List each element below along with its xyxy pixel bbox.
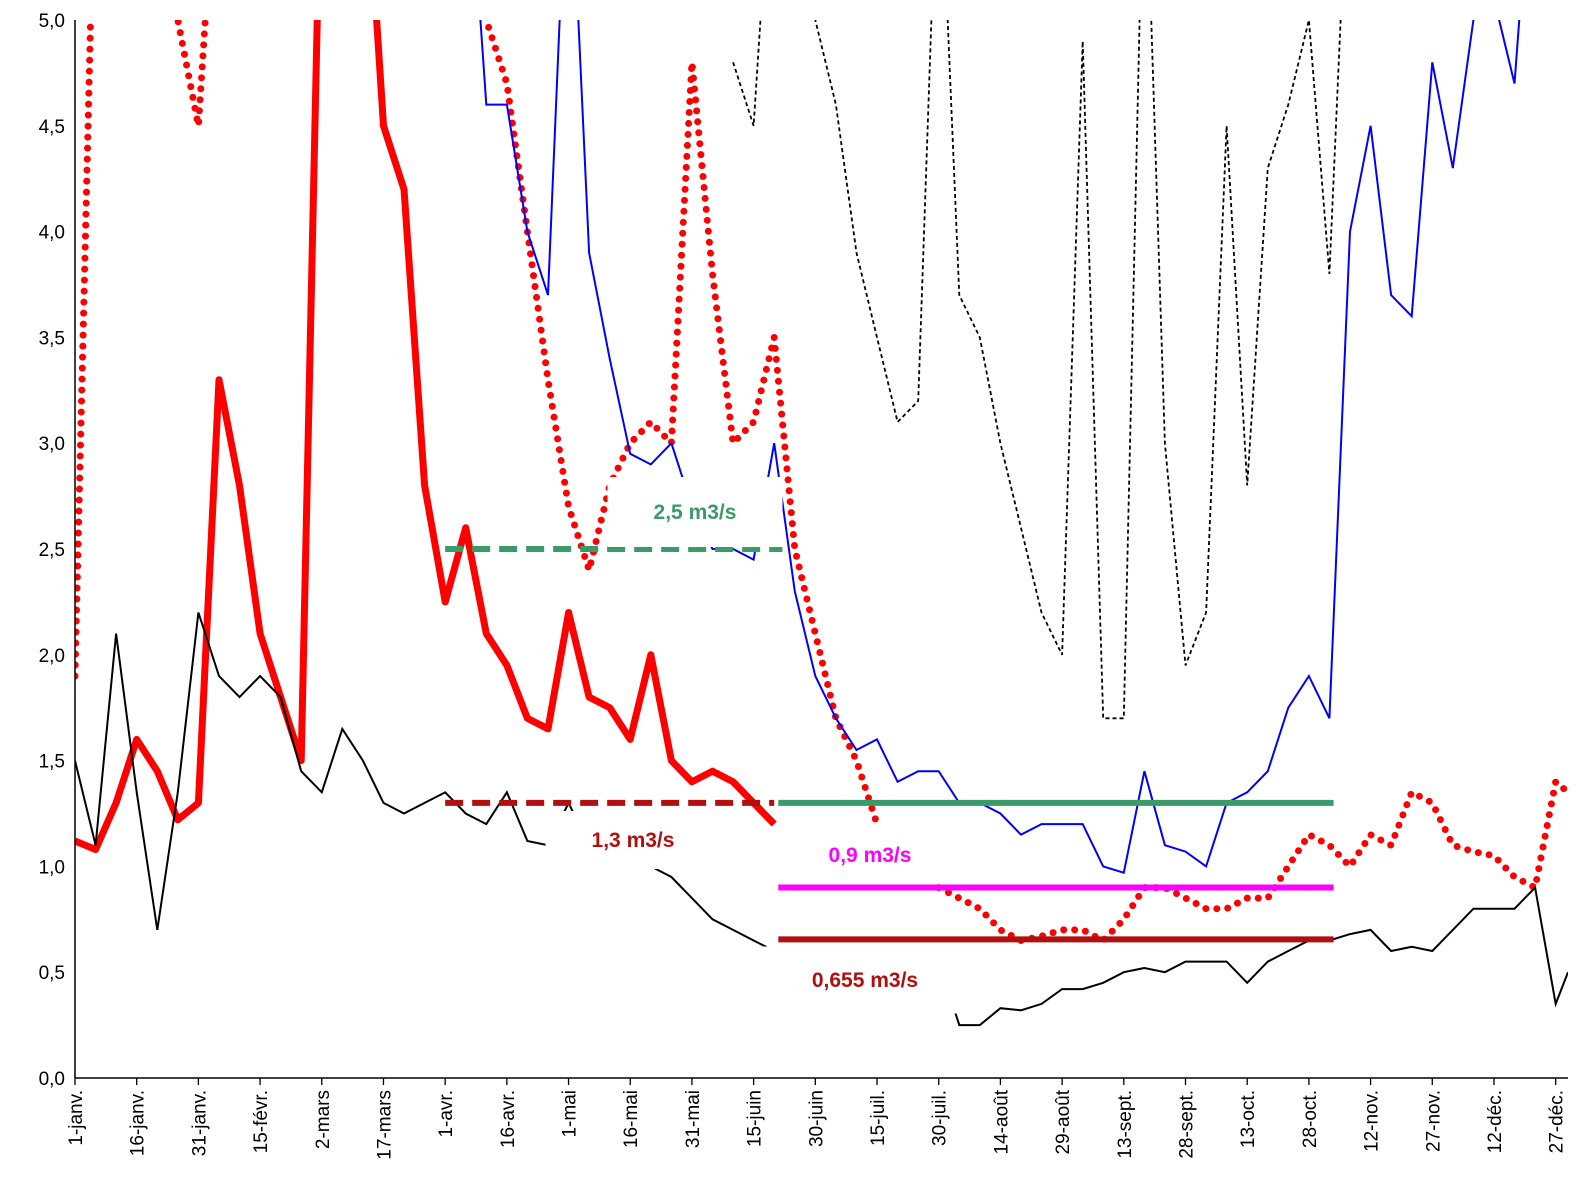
series-line — [75, 20, 1568, 945]
annotations: 2,5 m3/s 1,3 m3/s 0,9 m3/s 0,655 m3/s — [545, 477, 993, 1014]
x-tick-label: 31-mai — [683, 1090, 704, 1148]
label-box — [545, 811, 721, 869]
reference-label: 0,9 m3/s — [829, 844, 912, 867]
x-tick-label: 30-juil. — [930, 1090, 951, 1146]
x-tick-label: 28-sept. — [1176, 1090, 1197, 1159]
y-tick-label: 5,0 — [39, 11, 65, 32]
x-tick-label: 27-nov. — [1423, 1090, 1444, 1152]
series-line — [479, 20, 1521, 874]
x-tick-label: 27-déc. — [1547, 1090, 1568, 1153]
label-box — [607, 477, 783, 547]
x-tick-label: 14-août — [991, 1089, 1012, 1154]
y-tick-label: 2,5 — [39, 540, 65, 561]
x-tick-label: 15-juin — [745, 1090, 766, 1147]
x-tick-label: 16-avr. — [498, 1090, 519, 1148]
y-tick-label: 4,5 — [39, 117, 65, 138]
y-tick-label: 4,0 — [39, 223, 65, 244]
x-tick-label: 1-mai — [560, 1090, 581, 1138]
x-tick-label: 28-oct. — [1300, 1090, 1321, 1148]
x-tick-label: 1-avr. — [436, 1090, 457, 1138]
series-line — [732, 20, 1342, 720]
y-tick-label: 3,5 — [39, 328, 65, 349]
reference-lines — [445, 546, 1334, 943]
x-tick-label: 12-déc. — [1485, 1090, 1506, 1153]
x-tick-label: 13-sept. — [1115, 1090, 1136, 1159]
axes: 0,0 0,5 1,0 1,5 2,0 2,5 3,0 3,5 4,0 4,5 5,0 1-janv.… — [39, 11, 1568, 1160]
reference-label: 1,3 m3/s — [592, 829, 675, 852]
y-tick-label: 3,0 — [39, 434, 65, 455]
x-tick-label: 17-mars — [374, 1090, 395, 1160]
reference-label: 0,655 m3/s — [812, 969, 918, 992]
series-line — [75, 20, 777, 853]
y-tick-label: 2,0 — [39, 646, 65, 667]
x-tick-label: 29-août — [1053, 1089, 1074, 1154]
y-tick-label: 0,0 — [39, 1069, 65, 1090]
x-tick-label: 13-oct. — [1238, 1090, 1259, 1148]
y-tick-label: 1,5 — [39, 752, 65, 773]
x-tick-label: 30-juin — [806, 1090, 827, 1147]
x-tick-label: 16-mai — [621, 1090, 642, 1148]
y-tick-label: 1,0 — [39, 857, 65, 878]
x-tick-label: 12-nov. — [1362, 1090, 1383, 1152]
plot-area — [75, 20, 1568, 1027]
reference-label: 2,5 m3/s — [654, 501, 737, 524]
x-tick-label: 1-janv. — [66, 1090, 87, 1146]
x-tick-label: 2-mars — [313, 1090, 334, 1149]
x-tick-label: 15-févr. — [251, 1090, 272, 1153]
x-tick-label: 31-janv. — [189, 1090, 210, 1156]
y-tick-label: 0,5 — [39, 963, 65, 984]
x-tick-label: 15-juil. — [868, 1090, 889, 1146]
label-box — [737, 946, 993, 1014]
x-tick-label: 16-janv. — [128, 1090, 149, 1156]
